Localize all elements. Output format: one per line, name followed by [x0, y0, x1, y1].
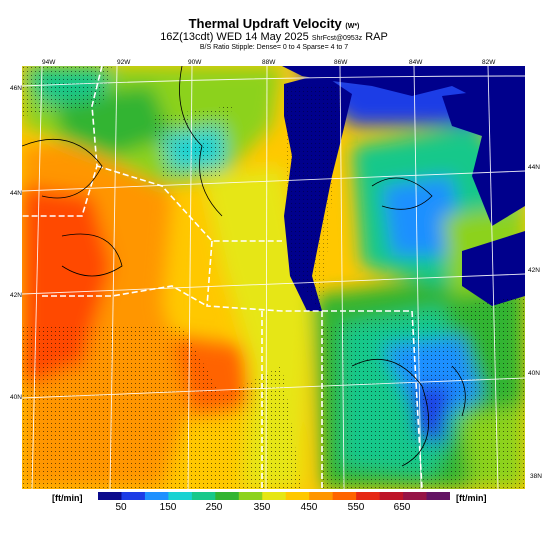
contours — [22, 66, 466, 467]
color-scale-swatch — [144, 492, 169, 500]
color-scale-swatch — [379, 492, 404, 500]
lon-label: 84W — [409, 59, 423, 66]
color-scale-swatch — [332, 492, 357, 500]
lat-label-left: 42N — [10, 292, 22, 299]
forecast-time-line: 16Z(13cdt) WED 14 May 2025 ShrFcst@0953z… — [0, 31, 548, 43]
lake-huron-bay — [462, 231, 525, 306]
lon-label: 92W — [117, 59, 131, 66]
lat-label-left: 46N — [10, 85, 22, 92]
color-scale-swatch — [191, 492, 216, 500]
lat-label-left: 44N — [10, 190, 22, 197]
lat-label-left: 40N — [10, 394, 22, 401]
color-scale-swatch — [238, 492, 263, 500]
map-title: Thermal Updraft Velocity (W*) — [0, 16, 548, 31]
lon-label: 88W — [262, 59, 276, 66]
legend-label: 50 — [115, 502, 127, 513]
legend-label: 550 — [347, 502, 365, 513]
color-scale-swatch — [168, 492, 193, 500]
stipple-overlay — [22, 66, 525, 489]
color-scale-bar — [98, 492, 450, 500]
lon-label: 90W — [188, 59, 202, 66]
color-scale-swatch — [98, 492, 122, 500]
legend-label: 450 — [300, 502, 318, 513]
title-suffix: (W*) — [345, 23, 360, 30]
valid-time: 16Z(13cdt) WED 14 May 2025 — [160, 31, 309, 43]
lat-label-right: 42N — [528, 267, 540, 274]
lon-label: 82W — [482, 59, 496, 66]
color-scale-swatch — [285, 492, 310, 500]
color-scale-swatch — [403, 492, 428, 500]
forecast-source: ShrFcst@0953z — [311, 35, 363, 42]
color-scale-swatch — [121, 492, 146, 500]
lat-label-right: 40N — [528, 370, 540, 377]
title-text: Thermal Updraft Velocity — [188, 16, 342, 31]
legend-label: 650 — [393, 502, 411, 513]
stipple-note: B/S Ratio Stipple: Dense= 0 to 4 Sparse=… — [199, 44, 349, 51]
updraft-map — [22, 66, 525, 489]
legend-label: 150 — [159, 502, 177, 513]
state-borders — [22, 66, 423, 489]
lon-label: 94W — [42, 59, 56, 66]
legend-label: 250 — [205, 502, 223, 513]
lon-label: 86W — [334, 59, 348, 66]
color-scale-swatch — [426, 492, 450, 500]
color-scale-swatch — [356, 492, 381, 500]
legend-unit-right: [ft/min] — [456, 493, 487, 503]
lat-label-right: 38N — [530, 473, 542, 480]
model-name: RAP — [365, 31, 388, 43]
lake-huron — [442, 86, 525, 226]
lat-label-right: 44N — [528, 164, 540, 171]
legend-label: 350 — [253, 502, 271, 513]
graticule — [22, 66, 525, 489]
color-scale-swatch — [309, 492, 334, 500]
color-scale-swatch — [262, 492, 287, 500]
legend-unit-left: [ft/min] — [52, 493, 83, 503]
color-scale-swatch — [215, 492, 240, 500]
